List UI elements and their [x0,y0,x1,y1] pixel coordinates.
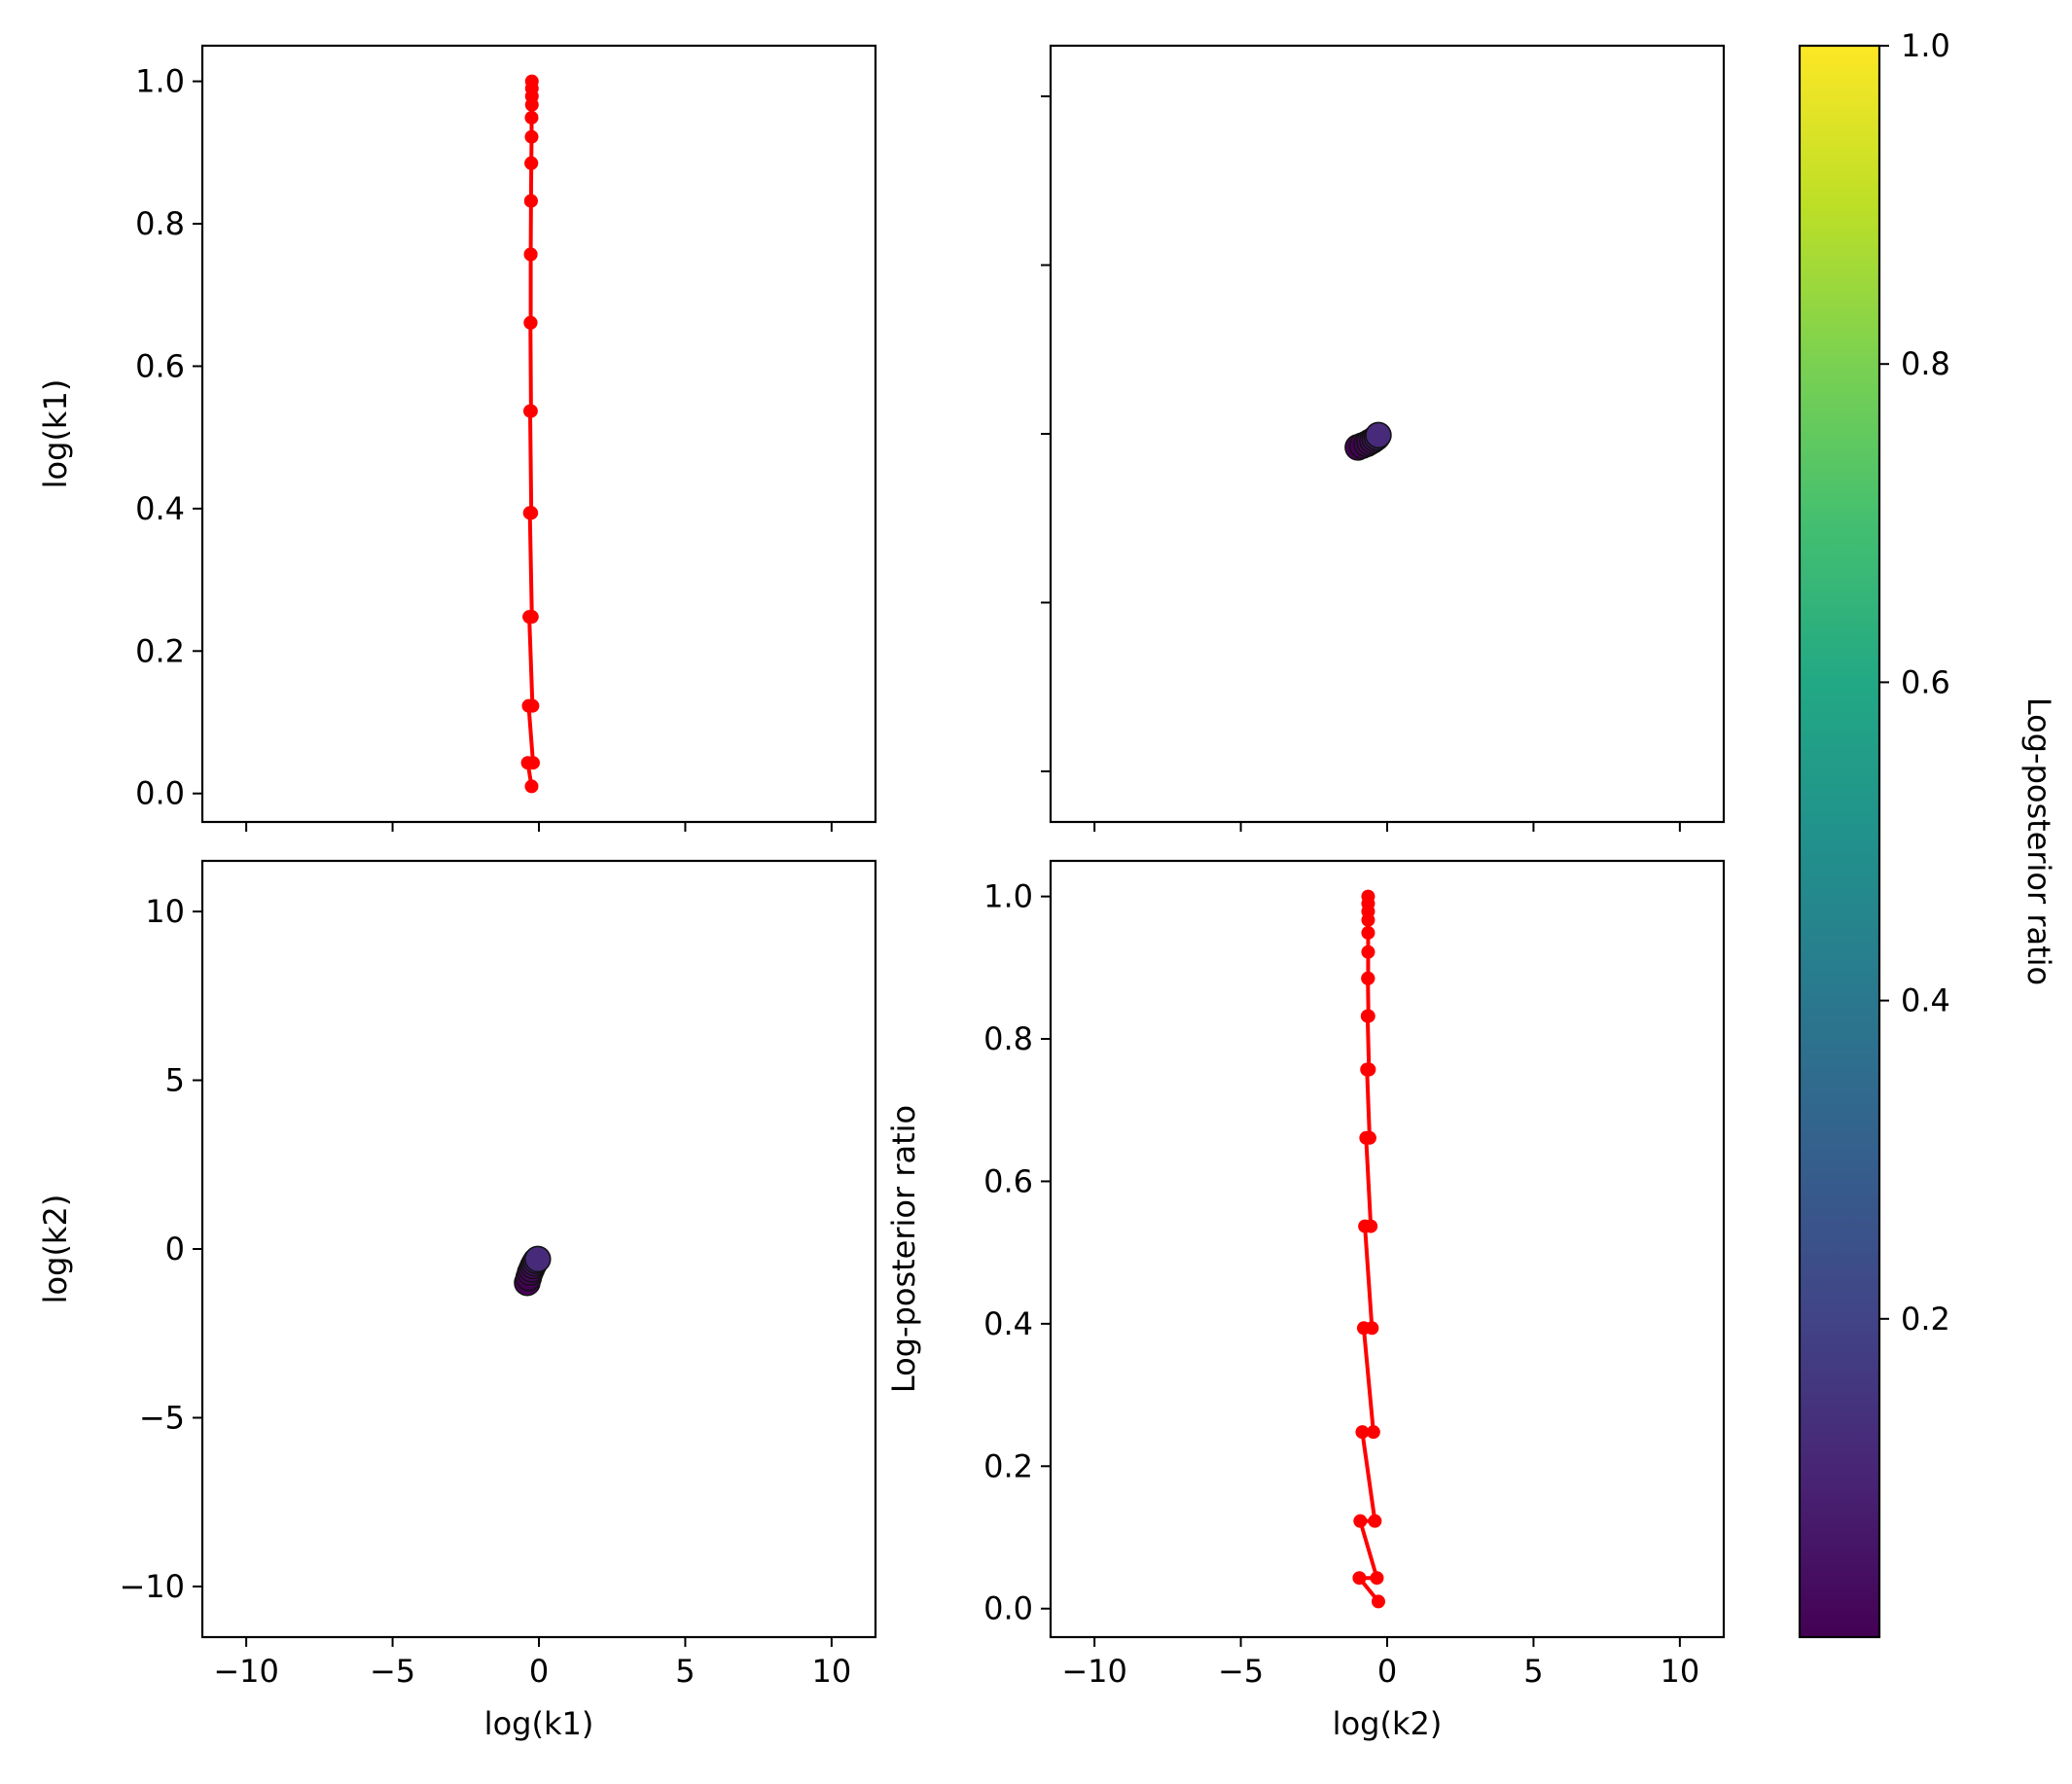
x-tick-label: 5 [675,1653,695,1690]
data-point [523,315,538,330]
y-tick-label: 0 [165,1231,185,1267]
y-tick-label: 0.6 [135,347,185,384]
y-tick-label: −5 [139,1399,185,1436]
data-point [1362,1130,1376,1145]
data-point [524,779,539,794]
x-axis-label: log(k1) [484,1705,594,1742]
data-point [1362,1062,1376,1077]
x-tick-label: 5 [1523,1653,1543,1690]
colorbar-tick-label: 0.6 [1901,663,1950,700]
y-axis-label: log(k2) [37,1195,74,1304]
y-tick-label: 0.0 [983,1590,1033,1627]
x-tick-label: 10 [1661,1653,1700,1690]
y-tick-label: 0.6 [983,1162,1033,1199]
x-tick-label: 10 [812,1653,852,1690]
data-point [1361,925,1375,940]
axes-frame [1049,859,1726,1639]
series-line [525,81,536,787]
y-tick-label: 0.2 [983,1447,1033,1484]
data-point [524,74,539,89]
y-tick-label: 0.0 [135,775,185,812]
y-axis-label: Log-posterior ratio [885,1105,922,1393]
x-tick-label: 0 [529,1653,549,1690]
data-point [1361,945,1375,959]
data-point [524,506,539,520]
data-point [1364,1219,1378,1233]
data-point [523,247,538,262]
data-point [523,194,538,208]
x-tick-label: −5 [370,1653,415,1690]
x-tick-label: −10 [213,1653,279,1690]
y-tick-label: 0.8 [983,1020,1033,1057]
data-point [525,698,540,713]
series-line [1355,896,1380,1603]
data-point [1355,1425,1370,1440]
y-tick-label: 10 [145,893,185,930]
panel-top-left: 0.0 0.2 0.4 0.6 0.8 1.0 log(k1) [37,44,877,832]
colorbar-gradient [1798,44,1881,1639]
y-tick-label: 0.2 [135,632,185,669]
colorbar-tick-label: 0.8 [1901,345,1950,382]
data-point [1353,1514,1368,1528]
panel-top-right [1041,44,1726,832]
y-tick-label: 1.0 [135,63,185,100]
data-point [1361,971,1375,985]
data-point [1361,889,1375,904]
y-tick-label: 5 [165,1062,185,1099]
panel-bottom-right: −10 −5 0 5 10 0.0 0.2 0.4 0.6 0.8 1.0 log(k2) Log-po… [885,859,1726,1742]
y-tick-label: 0.4 [983,1305,1033,1342]
colorbar-tick-label: 0.2 [1901,1301,1950,1338]
data-point [1371,1594,1385,1609]
data-point [1352,1571,1367,1586]
y-tick-label: 0.8 [135,205,185,242]
colorbar-label: Log-posterior ratio [2020,697,2057,985]
data-point [1365,1321,1379,1336]
y-tick-label: 1.0 [983,878,1033,915]
data-point [1361,1009,1375,1023]
scatter-point [1365,421,1392,449]
y-tick-label: −10 [119,1568,185,1605]
x-axis-label: log(k2) [1333,1705,1443,1742]
data-point [523,404,538,418]
y-axis-label: log(k1) [37,379,74,489]
y-tick-label: 0.4 [135,490,185,527]
data-point [1366,1425,1380,1440]
colorbar: 0.2 0.4 0.6 0.8 1.0 Log-posterior ratio [1798,27,2057,1639]
x-tick-label: 0 [1377,1653,1397,1690]
scatter-point [524,1245,552,1273]
data-point [1370,1571,1384,1586]
x-tick-label: −10 [1061,1653,1127,1690]
data-point [1368,1514,1382,1528]
data-point [524,110,539,125]
colorbar-tick-label: 1.0 [1901,27,1950,64]
panel-bottom-left: −10 −5 0 5 10 −10 −5 0 5 10 log(k1) log(k2) [37,859,877,1742]
data-point [525,756,540,770]
data-point [524,156,539,170]
data-point [524,610,539,624]
x-tick-label: −5 [1218,1653,1264,1690]
data-point [524,129,539,144]
colorbar-tick-label: 0.4 [1901,982,1950,1019]
